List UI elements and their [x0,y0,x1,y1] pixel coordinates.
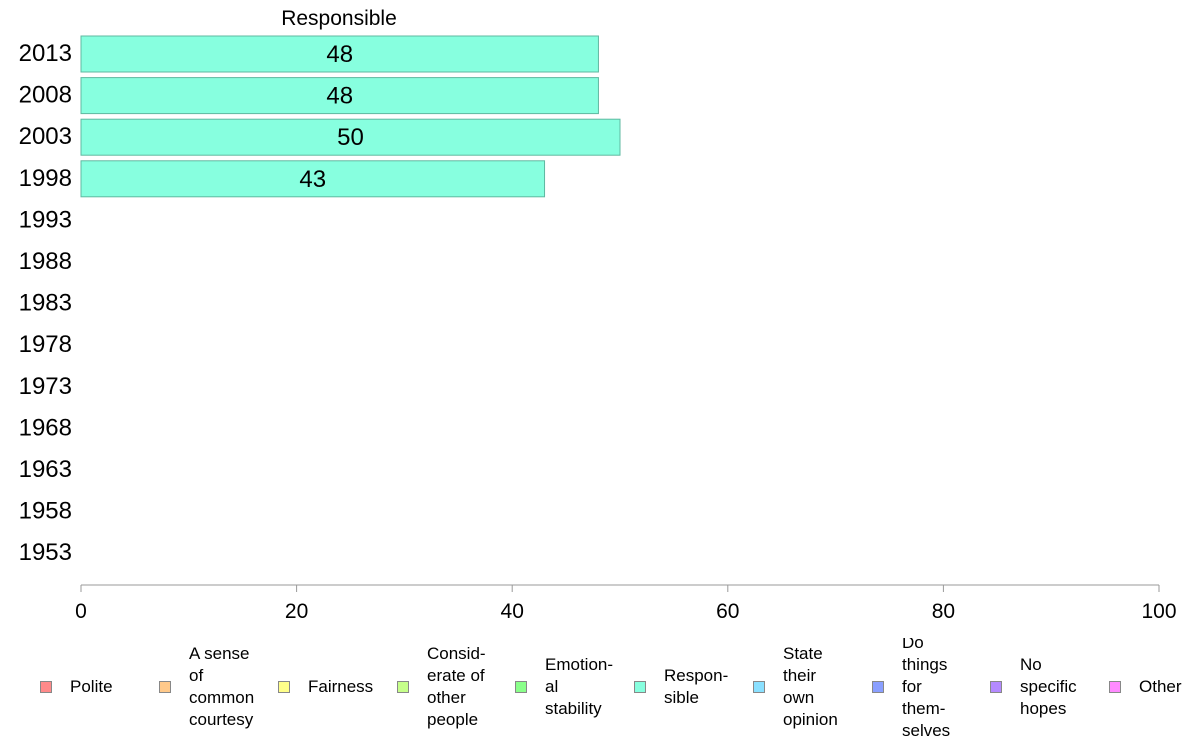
x-tick-label-100: 100 [1141,600,1176,623]
bar-value-label-1998: 43 [299,166,326,193]
bar-chart: Responsible 2013 2008 2003 1998 1993 1988 1983… [19,7,1177,623]
legend: Polite A sense of common courtesy Fairness… [0,638,1188,736]
year-label-1963: 1963 [19,456,72,483]
legend-label: Fairness [308,677,374,696]
legend-item-8: No specific hopes [990,654,1077,720]
year-label-1988: 1988 [19,248,72,275]
legend-item-1: A sense of common courtesy [159,643,254,731]
year-label-2003: 2003 [19,123,72,150]
bar-value-label-2008: 48 [326,83,353,110]
legend-label: Emotion- al stability [545,655,614,718]
legend-swatch [515,681,527,693]
year-label-2013: 2013 [19,40,72,67]
x-tick-label-80: 80 [932,600,955,623]
legend-swatch [634,681,646,693]
legend-swatch [159,681,171,693]
bar-value-label-2003: 50 [337,124,364,151]
legend-item-9: Other [1109,676,1182,698]
legend-item-0: Polite [40,676,113,698]
legend-label: Other [1139,677,1182,696]
legend-label: Respon- sible [664,666,729,707]
year-label-1993: 1993 [19,206,72,233]
chart-title: Responsible [281,7,397,30]
legend-label: Consid- erate of other people [427,644,486,729]
bar-value-label-2013: 48 [326,41,353,68]
legend-item-6: State their own opinion [753,643,838,731]
legend-swatch [872,681,884,693]
legend-label: State their own opinion [783,644,838,729]
legend-label: Polite [70,677,113,696]
legend-item-3: Consid- erate of other people [397,643,486,731]
bar-2013 [80,35,599,73]
x-tick-label-0: 0 [75,600,87,623]
bars: 48 48 50 43 [80,35,621,198]
legend-swatch [1109,681,1121,693]
legend-swatch [40,681,52,693]
bar-2008 [80,77,599,115]
legend-label: A sense of common courtesy [189,644,255,729]
x-axis: 0 20 40 60 80 100 [75,584,1177,623]
year-label-1968: 1968 [19,414,72,441]
legend-swatch [397,681,409,693]
legend-swatch [278,681,290,693]
legend-swatch [753,681,765,693]
x-tick-label-20: 20 [285,600,308,623]
legend-label: Do things for them- selves [902,638,951,736]
year-label-1983: 1983 [19,290,72,317]
legend-item-4: Emotion- al stability [515,654,613,720]
legend-swatch [990,681,1002,693]
legend-item-7: Do things for them- selves [872,638,950,736]
x-tick-label-60: 60 [716,600,739,623]
year-label-2008: 2008 [19,82,72,109]
legend-item-2: Fairness [278,676,373,698]
year-label-1978: 1978 [19,331,72,358]
year-labels: 2013 2008 2003 1998 1993 1988 1983 1978 1973 1968… [19,40,72,566]
year-label-1973: 1973 [19,373,72,400]
year-label-1958: 1958 [19,498,72,525]
year-label-1953: 1953 [19,539,72,566]
legend-item-5: Respon- sible [634,665,728,709]
legend-label: No specific hopes [1020,655,1077,718]
bar-2003 [80,118,621,156]
year-label-1998: 1998 [19,165,72,192]
x-tick-label-40: 40 [501,600,524,623]
bar-1998 [80,160,546,198]
